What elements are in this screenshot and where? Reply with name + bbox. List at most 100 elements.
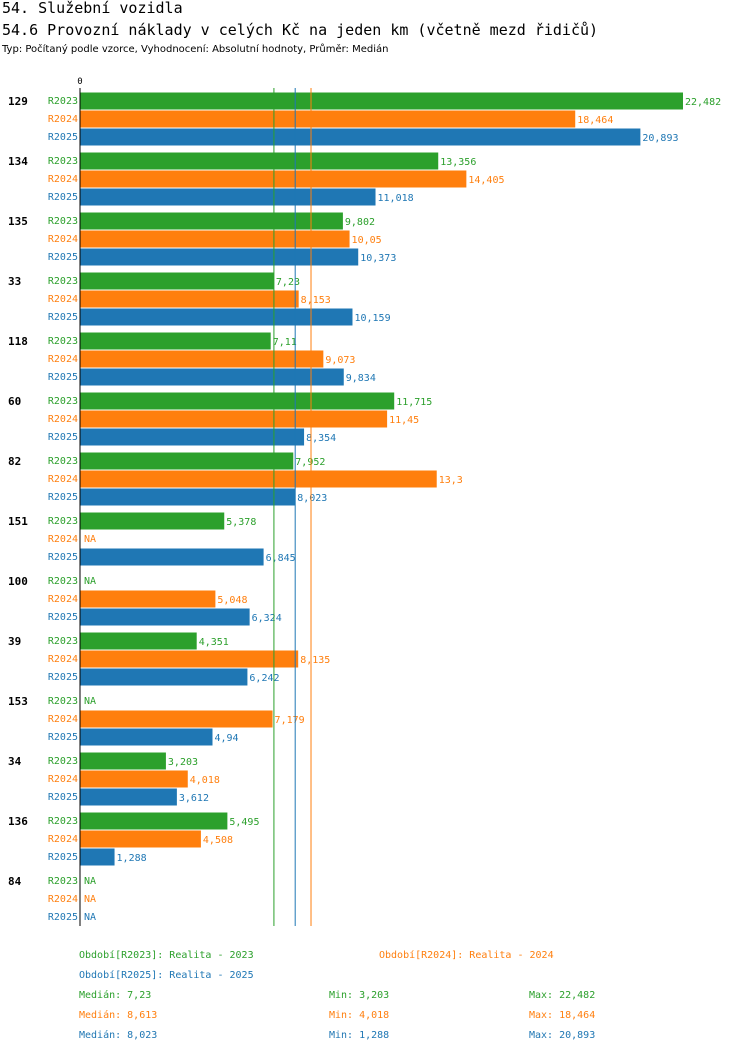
bar [80, 392, 395, 410]
value-label: 8,023 [297, 493, 327, 504]
chart-meta: Typ: Počítaný podle vzorce, Vyhodnocení:… [2, 44, 389, 55]
value-label: 3,203 [168, 757, 198, 768]
bar [80, 410, 388, 428]
series-label: R2024 [48, 474, 78, 485]
legend-period: Období[R2024]: Realita - 2024 [379, 949, 554, 961]
bar [80, 350, 324, 368]
axis-zero-label: 0 [77, 77, 82, 87]
legend-max: Max: 18,464 [529, 1010, 595, 1021]
series-label: R2023 [48, 516, 78, 527]
value-label: 11,45 [389, 415, 419, 426]
value-label: 8,153 [301, 295, 331, 306]
series-label: R2024 [48, 414, 78, 425]
category-label: 153 [8, 695, 28, 708]
value-label: 13,3 [439, 475, 463, 486]
value-label: 4,351 [199, 637, 229, 648]
value-label: 11,018 [378, 193, 414, 204]
bar [80, 710, 273, 728]
bar [80, 188, 376, 206]
bar [80, 512, 225, 530]
category-label: 118 [8, 335, 28, 348]
category-label: 33 [8, 275, 21, 288]
series-label: R2024 [48, 294, 78, 305]
value-label: 14,405 [468, 175, 504, 186]
bar [80, 368, 344, 386]
bar [80, 728, 213, 746]
bar [80, 452, 294, 470]
series-label: R2025 [48, 372, 78, 383]
value-label: 6,242 [249, 673, 279, 684]
series-label: R2025 [48, 732, 78, 743]
series-label: R2024 [48, 234, 78, 245]
value-label: 6,845 [266, 553, 296, 564]
value-label: 8,354 [306, 433, 336, 444]
category-label: 134 [8, 155, 28, 168]
legend-min: Min: 3,203 [329, 990, 389, 1001]
category-label: 136 [8, 815, 28, 828]
value-label: 4,508 [203, 835, 233, 846]
value-label: 3,612 [179, 793, 209, 804]
na-label: NA [84, 894, 96, 905]
bar [80, 428, 305, 446]
series-label: R2025 [48, 492, 78, 503]
legend-period: Období[R2025]: Realita - 2025 [79, 969, 254, 981]
series-label: R2023 [48, 576, 78, 587]
value-label: 4,018 [190, 775, 220, 786]
value-label: 7,11 [273, 337, 297, 348]
bar [80, 170, 467, 188]
value-label: 7,952 [295, 457, 325, 468]
legend-median: Medián: 8,023 [79, 1029, 157, 1041]
series-label: R2024 [48, 894, 78, 905]
series-label: R2023 [48, 876, 78, 887]
value-label: 1,288 [117, 853, 147, 864]
series-label: R2025 [48, 852, 78, 863]
bar [80, 110, 576, 128]
series-label: R2023 [48, 636, 78, 647]
bar [80, 212, 343, 230]
value-label: 7,23 [276, 277, 300, 288]
series-label: R2025 [48, 552, 78, 563]
value-label: 6,324 [252, 613, 282, 624]
value-label: 8,135 [300, 655, 330, 666]
bar [80, 152, 439, 170]
value-label: 18,464 [577, 115, 613, 126]
bar [80, 632, 197, 650]
bar [80, 650, 299, 668]
value-label: 10,05 [352, 235, 382, 246]
legend-period: Období[R2023]: Realita - 2023 [79, 949, 254, 961]
series-label: R2024 [48, 174, 78, 185]
bar [80, 812, 228, 830]
bar [80, 488, 296, 506]
category-label: 39 [8, 635, 21, 648]
category-label: 60 [8, 395, 21, 408]
bar [80, 128, 641, 146]
value-label: 4,94 [214, 733, 238, 744]
bar [80, 788, 177, 806]
category-label: 82 [8, 455, 21, 468]
series-label: R2023 [48, 396, 78, 407]
series-label: R2025 [48, 312, 78, 323]
series-label: R2023 [48, 216, 78, 227]
value-label: 9,834 [346, 373, 376, 384]
na-label: NA [84, 912, 96, 923]
series-label: R2025 [48, 252, 78, 263]
bar [80, 770, 188, 788]
value-label: 5,495 [229, 817, 259, 828]
series-label: R2024 [48, 774, 78, 785]
bar [80, 548, 264, 566]
legend-median: Medián: 8,613 [79, 1009, 157, 1021]
series-label: R2024 [48, 654, 78, 665]
bar [80, 830, 201, 848]
series-label: R2023 [48, 816, 78, 827]
legend-max: Max: 20,893 [529, 1030, 595, 1041]
value-label: 13,356 [440, 157, 476, 168]
category-label: 100 [8, 575, 28, 588]
value-label: 7,179 [275, 715, 305, 726]
value-label: 5,378 [226, 517, 256, 528]
na-label: NA [84, 876, 96, 887]
series-label: R2024 [48, 114, 78, 125]
bar [80, 590, 216, 608]
value-label: 9,802 [345, 217, 375, 228]
category-label: 135 [8, 215, 28, 228]
